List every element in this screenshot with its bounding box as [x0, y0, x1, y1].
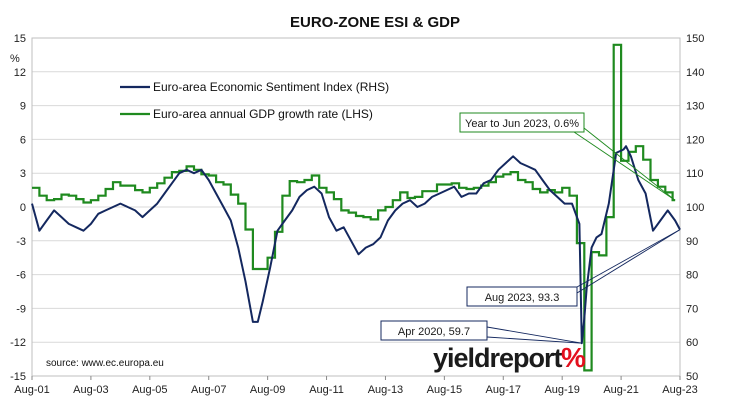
logo-percent-symbol: %: [561, 342, 586, 373]
annotation-leader: [576, 229, 681, 288]
logo-wordmark: yieldreport: [433, 343, 563, 373]
y-right-tick-label: 150: [686, 33, 704, 45]
y-left-tick-label: 12: [14, 67, 26, 79]
chart-title: EURO-ZONE ESI & GDP: [290, 14, 460, 31]
x-tick-label: Aug-09: [250, 384, 285, 396]
x-tick-label: Aug-17: [486, 384, 521, 396]
y-left-unit-label: %: [10, 53, 20, 65]
x-tick-label: Aug-07: [191, 384, 226, 396]
y-left-tick-label: 3: [20, 168, 26, 180]
legend: Euro-area Economic Sentiment Index (RHS)…: [120, 80, 389, 121]
legend-label-gdp: Euro-area annual GDP growth rate (LHS): [153, 107, 373, 121]
y-left-tick-label: -9: [16, 303, 26, 315]
x-tick-label: Aug-15: [427, 384, 462, 396]
annotation-leader: [486, 326, 582, 344]
series-line-gdp: [32, 43, 676, 372]
x-tick-label: Aug-21: [603, 384, 638, 396]
y-right-tick-label: 130: [686, 101, 704, 113]
series-line-esi: [31, 145, 681, 345]
y-left-tick-label: -3: [16, 236, 26, 248]
annotations: Year to Jun 2023, 0.6% Aug 2023, 93.3 Apr …: [380, 112, 681, 344]
annotation-leader: [573, 131, 676, 201]
y-right-tick-label: 50: [686, 371, 698, 383]
x-tick-label: Aug-23: [662, 384, 697, 396]
legend-label-esi: Euro-area Economic Sentiment Index (RHS): [153, 80, 389, 94]
y-right-tick-label: 80: [686, 270, 698, 282]
y-right-tick-label: 60: [686, 337, 698, 349]
series-lines: [31, 43, 681, 372]
annotation-leader: [576, 229, 681, 294]
x-tick-label: Aug-19: [544, 384, 579, 396]
source-note: source: www.ec.europa.eu: [46, 358, 164, 369]
annotation-box: [380, 320, 488, 341]
x-tick-label: Aug-01: [14, 384, 49, 396]
annotation-leader: [583, 127, 676, 201]
annotation-box: [459, 112, 585, 133]
y-right-tick-label: 120: [686, 134, 704, 146]
x-tick-label: Aug-03: [73, 384, 108, 396]
y-left-tick-label: -6: [16, 270, 26, 282]
x-tick-label: Aug-13: [368, 384, 403, 396]
y-right-tick-label: 110: [686, 168, 704, 180]
y-right-tick-label: 140: [686, 67, 704, 79]
y-left-tick-label: 0: [20, 202, 26, 214]
annotation-label: Aug 2023, 93.3: [485, 292, 560, 304]
yieldreport-logo: yieldreport %: [433, 342, 586, 373]
annotation-label: Apr 2020, 59.7: [398, 326, 470, 338]
x-tick-label: Aug-05: [132, 384, 167, 396]
annotation-box: [466, 286, 578, 307]
y-left-tick-label: -15: [10, 371, 26, 383]
y-right-tick-label: 90: [686, 236, 698, 248]
annotation-label: Year to Jun 2023, 0.6%: [465, 118, 579, 130]
y-left-tick-label: -12: [10, 337, 26, 349]
y-right-tick-label: 70: [686, 303, 698, 315]
y-left-tick-label: 9: [20, 101, 26, 113]
y-left-tick-label: 6: [20, 134, 26, 146]
x-tick-label: Aug-11: [309, 384, 344, 396]
annotation-leader: [486, 336, 582, 344]
y-left-tick-label: 15: [14, 33, 26, 45]
y-right-tick-label: 100: [686, 202, 704, 214]
